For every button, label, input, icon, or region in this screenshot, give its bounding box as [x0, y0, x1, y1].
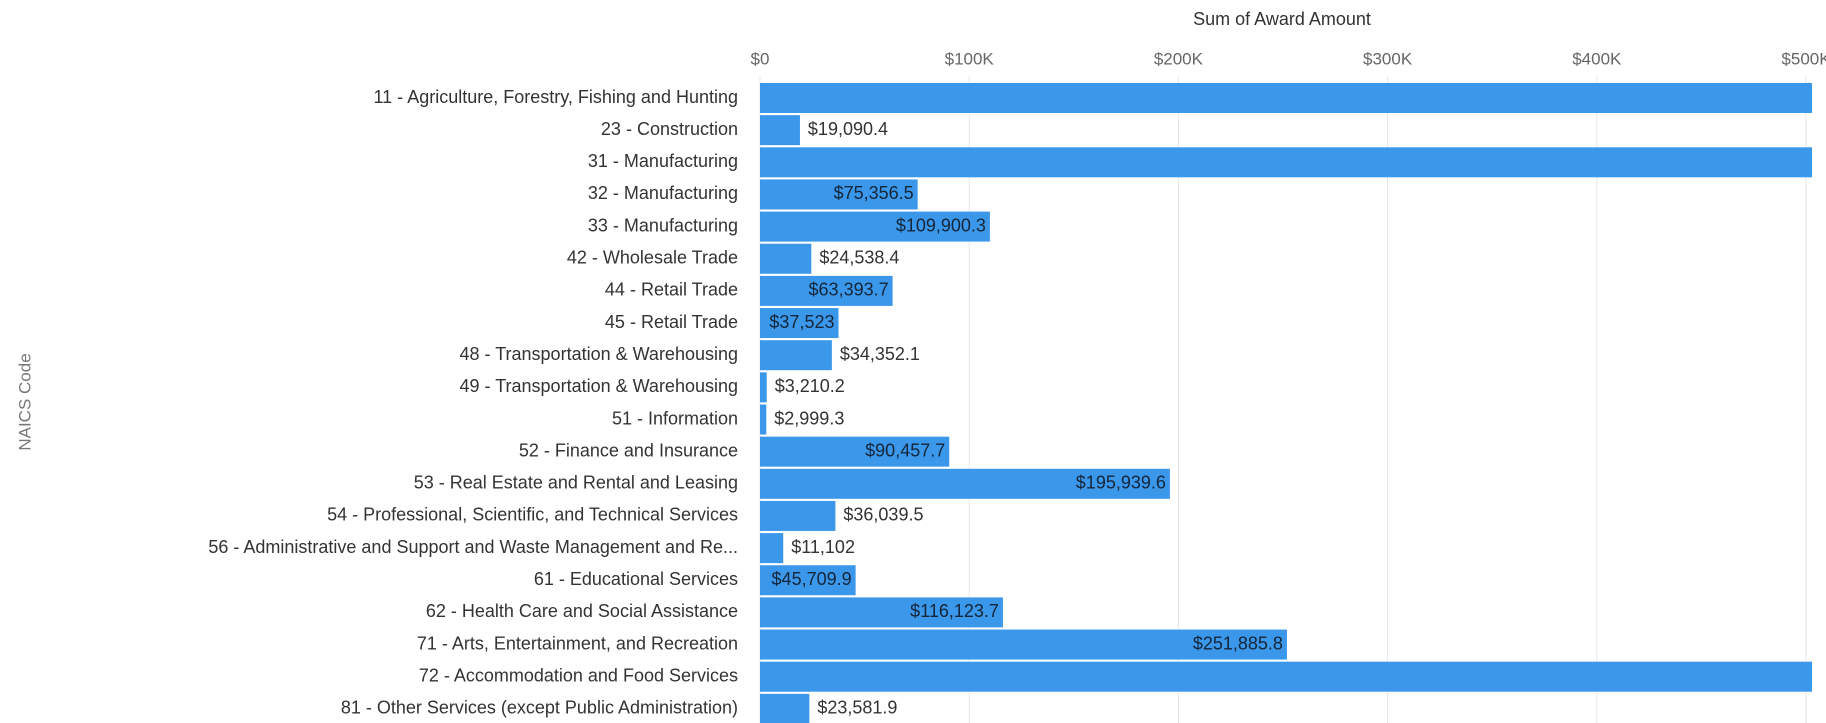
bar — [760, 372, 767, 403]
y-tick-label: 31 - Manufacturing — [588, 151, 738, 171]
data-label: $23,581.9 — [817, 698, 897, 718]
data-label: $116,123.7 — [910, 601, 999, 621]
bar — [760, 404, 767, 435]
data-label: $109,900.3 — [896, 215, 986, 235]
bar — [760, 147, 1812, 178]
bar — [760, 693, 810, 723]
bar — [760, 661, 1812, 692]
y-tick-label: 45 - Retail Trade — [605, 312, 738, 332]
data-label: $19,090.4 — [808, 119, 888, 139]
data-label: $34,352.1 — [840, 344, 920, 364]
y-axis-title: NAICS Code — [15, 353, 34, 450]
data-label: $195,939.6 — [1076, 473, 1166, 493]
y-tick-label: 42 - Wholesale Trade — [567, 248, 738, 268]
x-tick-label: $500K — [1781, 49, 1826, 68]
bar — [760, 597, 1003, 628]
y-tick-label: 44 - Retail Trade — [605, 280, 738, 300]
x-axis-title: Sum of Award Amount — [1193, 9, 1371, 29]
bar — [760, 500, 836, 531]
data-label: $24,538.4 — [819, 248, 899, 268]
bar — [760, 211, 990, 242]
bar — [760, 565, 856, 596]
data-label: $63,393.7 — [809, 280, 889, 300]
x-tick-label: $0 — [751, 49, 770, 68]
y-tick-label: 72 - Accommodation and Food Services — [419, 665, 738, 685]
data-label: $251,885.8 — [1193, 633, 1283, 653]
data-label: $75,356.5 — [834, 183, 914, 203]
y-tick-label: 51 - Information — [612, 408, 738, 428]
bars — [760, 83, 1812, 723]
y-tick-label: 23 - Construction — [601, 119, 738, 139]
bar — [760, 629, 1287, 660]
data-label: $36,039.5 — [843, 505, 923, 525]
y-tick-label: 53 - Real Estate and Rental and Leasing — [414, 473, 738, 493]
y-tick-label: 56 - Administrative and Support and Wast… — [208, 537, 738, 557]
bar — [760, 179, 918, 210]
y-tick-label: 62 - Health Care and Social Assistance — [426, 601, 738, 621]
x-tick-label: $100K — [945, 49, 995, 68]
y-tick-label: 33 - Manufacturing — [588, 215, 738, 235]
y-tick-label: 32 - Manufacturing — [588, 183, 738, 203]
y-tick-label: 61 - Educational Services — [534, 569, 738, 589]
y-tick-label: 54 - Professional, Scientific, and Techn… — [327, 505, 738, 525]
y-tick-label: 48 - Transportation & Warehousing — [460, 344, 738, 364]
y-tick-label: 71 - Arts, Entertainment, and Recreation — [417, 633, 738, 653]
bar — [760, 308, 839, 339]
x-tick-label: $300K — [1363, 49, 1413, 68]
data-label: $3,210.2 — [775, 376, 845, 396]
bar — [760, 83, 1812, 113]
bar — [760, 275, 893, 306]
data-label: $45,709.9 — [772, 569, 852, 589]
bar — [760, 533, 784, 564]
y-tick-label: 49 - Transportation & Warehousing — [460, 376, 738, 396]
data-label: $2,999.3 — [774, 408, 844, 428]
bar — [760, 436, 950, 467]
bar — [760, 340, 832, 371]
y-tick-label: 11 - Agriculture, Forestry, Fishing and … — [374, 87, 739, 107]
bar — [760, 243, 812, 274]
x-tick-label: $400K — [1572, 49, 1622, 68]
y-tick-label: 81 - Other Services (except Public Admin… — [341, 698, 738, 718]
data-label: $90,457.7 — [865, 440, 945, 460]
labels: $0 $100K $200K $300K $400K $500K 11 - Agricult… — [208, 49, 1826, 717]
data-label: $11,102 — [791, 537, 855, 557]
y-tick-label: 52 - Finance and Insurance — [519, 440, 738, 460]
x-tick-label: $200K — [1154, 49, 1204, 68]
bar — [760, 468, 1170, 499]
data-label: $37,523 — [769, 312, 834, 332]
bar — [760, 115, 800, 146]
